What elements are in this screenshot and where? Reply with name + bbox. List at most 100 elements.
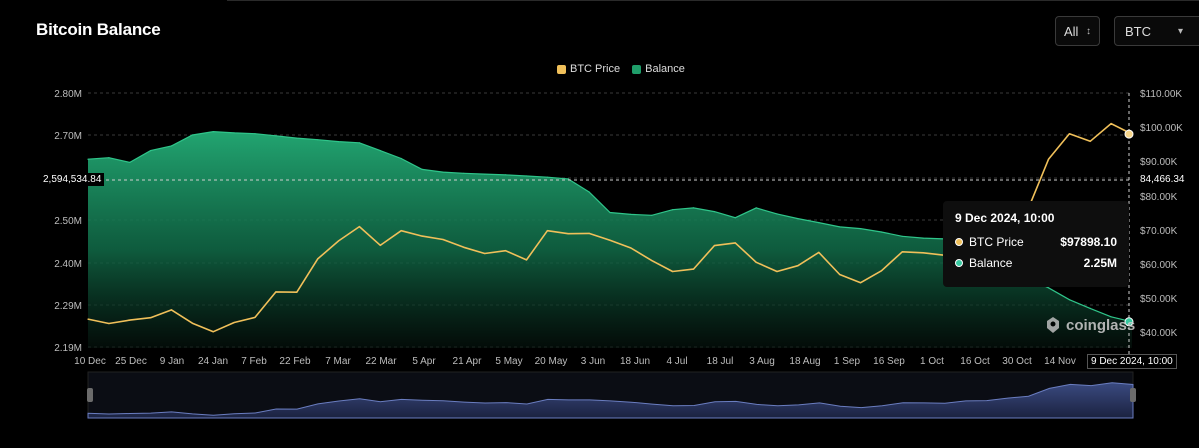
x-axis-tick-label: 20 May <box>535 356 568 367</box>
x-axis-tick-label: 18 Jul <box>707 356 734 367</box>
balance-point <box>421 168 423 170</box>
btc-price-point <box>87 318 89 320</box>
navigator-left-handle[interactable] <box>87 388 93 402</box>
left-axis-tick-label: 2.40M <box>54 259 82 270</box>
btc-price-point <box>1068 133 1070 135</box>
btc-price-point <box>1089 140 1091 142</box>
btc-price-point <box>505 250 507 252</box>
btc-price-point <box>609 239 611 241</box>
x-axis-tick-label: 24 Jan <box>198 356 228 367</box>
crosshair-left-label: 2,594,534.84 <box>40 173 105 186</box>
tooltip-row-balance: Balance 2.25M <box>955 256 1117 270</box>
x-axis-tick-label: 5 Apr <box>412 356 436 367</box>
right-axis-tick-label: $40.00K <box>1140 328 1178 339</box>
chevron-down-icon: ▾ <box>1177 26 1183 37</box>
balance-point <box>463 172 465 174</box>
btc-price-point <box>818 251 820 253</box>
btc-price-point <box>880 270 883 272</box>
tooltip-dot <box>955 238 963 246</box>
balance-point <box>922 237 924 239</box>
btc-price-point <box>233 321 235 324</box>
chart-tooltip: 9 Dec 2024, 10:00 BTC Price $97898.10 Ba… <box>943 201 1129 287</box>
balance-point <box>901 235 903 237</box>
balance-point <box>1047 287 1050 289</box>
legend-item-btc-price[interactable]: BTC Price <box>557 63 620 75</box>
btc-price-point <box>525 259 528 261</box>
x-axis-tick-label: 5 May <box>495 356 522 367</box>
btc-price-point <box>108 322 110 325</box>
balance-point <box>734 217 736 219</box>
balance-point <box>212 131 214 133</box>
balance-point <box>358 142 360 144</box>
tooltip-value: 2.25M <box>1083 256 1117 270</box>
btc-price-point <box>797 265 799 267</box>
x-axis-tick-label: 30 Oct <box>1002 356 1032 367</box>
balance-point <box>170 145 173 147</box>
balance-point <box>484 173 486 175</box>
btc-price-point <box>588 232 590 234</box>
btc-price-point <box>567 233 569 235</box>
crosshair-right-label: 84,466.34 <box>1137 173 1188 186</box>
navigator-area <box>87 382 1134 419</box>
x-axis-tick-label: 18 Aug <box>789 356 820 367</box>
balance-point <box>150 150 152 152</box>
balance-point <box>400 157 402 160</box>
btc-price-point <box>651 260 653 262</box>
btc-price-point <box>129 319 131 321</box>
balance-point <box>129 161 131 163</box>
x-axis-tick-label: 9 Jan <box>160 356 184 367</box>
x-axis-tick-label: 22 Feb <box>279 356 311 367</box>
btc-price-point <box>442 238 444 241</box>
btc-price-point <box>338 240 340 242</box>
btc-price-point <box>860 282 862 284</box>
balance-point <box>692 207 695 209</box>
balance-point <box>191 134 193 136</box>
balance-point <box>588 191 590 193</box>
btc-price-point <box>1110 123 1112 125</box>
legend-label: BTC Price <box>570 63 621 75</box>
navigator-right-handle[interactable] <box>1130 388 1136 402</box>
balance-point <box>776 213 778 215</box>
balance-point <box>860 228 862 230</box>
btc-price-point <box>463 246 465 248</box>
balance-point <box>567 178 569 180</box>
x-axis-tick-label: 3 Jun <box>581 356 605 367</box>
left-axis-tick-label: 2.70M <box>54 131 82 142</box>
x-axis-tick-label: 3 Aug <box>749 356 775 367</box>
balance-point <box>505 174 507 176</box>
x-axis-tick-label: 10 Dec <box>74 356 106 367</box>
balance-point <box>1068 299 1070 301</box>
balance-point <box>296 137 298 139</box>
x-axis-tick-label: 1 Oct <box>920 356 944 367</box>
balance-point <box>797 218 799 220</box>
btc-price-point <box>922 252 924 254</box>
chart-legend: BTC Price Balance <box>557 63 685 75</box>
legend-item-balance[interactable]: Balance <box>632 63 685 75</box>
coin-select[interactable]: BTC ▾ <box>1114 16 1199 46</box>
balance-point <box>755 207 757 209</box>
balance-point <box>880 231 883 233</box>
btc-price-point <box>400 230 402 232</box>
x-axis-tick-label: 1 Sep <box>834 356 861 367</box>
legend-swatch <box>557 64 566 74</box>
tooltip-dot <box>955 259 963 267</box>
balance-point <box>818 222 820 224</box>
btc-price-point <box>317 258 319 260</box>
x-axis-tick-label: 7 Mar <box>325 356 351 367</box>
range-select[interactable]: All ↕ <box>1055 16 1100 46</box>
balance-point <box>254 133 256 135</box>
btc-price-point <box>212 331 214 333</box>
balance-point <box>651 214 653 216</box>
balance-point <box>713 211 716 213</box>
tooltip-label: BTC Price <box>969 235 1024 249</box>
balance-point <box>525 175 528 177</box>
right-axis-tick-label: $50.00K <box>1140 294 1178 305</box>
btc-price-point <box>901 251 903 253</box>
balance-point <box>839 226 841 228</box>
btc-price-point <box>379 244 381 246</box>
balance-point <box>442 171 444 173</box>
tooltip-row-btc-price: BTC Price $97898.10 <box>955 235 1117 249</box>
btc-price-point <box>776 270 778 273</box>
watermark-text: coinglass <box>1066 316 1136 334</box>
